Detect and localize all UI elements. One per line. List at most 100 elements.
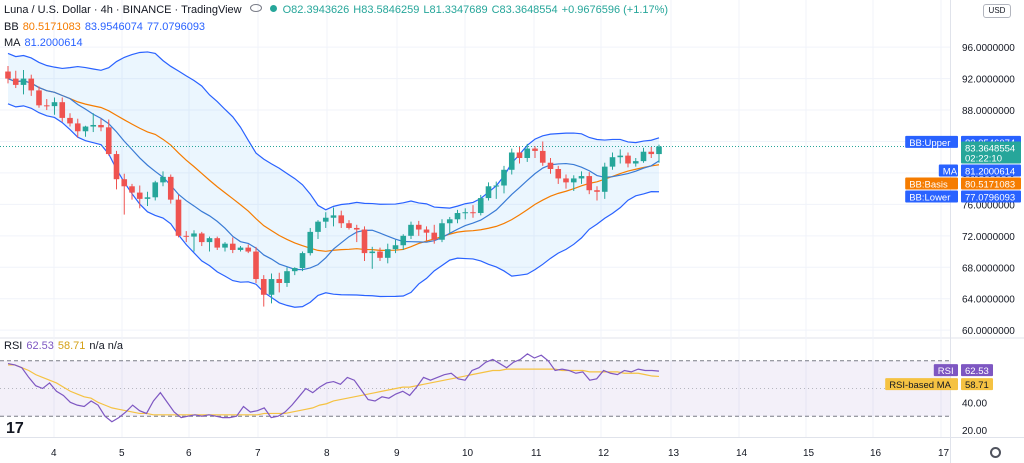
candle-body xyxy=(222,243,228,248)
candle-body xyxy=(632,161,639,164)
time-tick-label: 9 xyxy=(394,448,400,459)
rsi-indicator-tag xyxy=(885,378,958,391)
time-tick-label: 14 xyxy=(736,448,748,459)
symbol-title[interactable]: Luna / U.S. Dollar · 4h · BINANCE · Trad… xyxy=(4,4,242,16)
price-axis-badge-value: 81.2000614 xyxy=(965,166,1015,177)
candle-body xyxy=(284,271,290,283)
candle-body xyxy=(408,224,414,236)
candle-body xyxy=(454,213,461,220)
candle-body xyxy=(547,162,554,169)
candle-body xyxy=(136,192,143,199)
ohlc-change: +0.9676596 (+1.17%) xyxy=(561,4,669,16)
indicator-tag xyxy=(938,164,958,177)
price-axis-badge xyxy=(961,177,1021,190)
candle-body xyxy=(524,148,531,158)
bb-basis-line xyxy=(7,78,660,252)
time-tick-label: 16 xyxy=(870,448,882,459)
rsi-line xyxy=(7,353,660,423)
price-tick-label: 88.0000000 xyxy=(962,106,1015,117)
indicator-tag-label: BB:Upper xyxy=(909,138,950,149)
price-axis-badge-value: 83.3648554 xyxy=(965,143,1015,154)
time-tick-label: 17 xyxy=(938,448,950,459)
candle-body xyxy=(485,186,492,199)
candle-body xyxy=(167,176,174,200)
ma-legend-label: MA xyxy=(4,37,21,49)
price-tick-label: 76.0000000 xyxy=(962,200,1015,211)
ma-legend[interactable]: MA 81.2000614 xyxy=(4,35,87,51)
indicator-tag-label: BB:Lower xyxy=(909,192,950,203)
candle-body xyxy=(20,78,27,85)
price-axis-badge xyxy=(961,190,1021,203)
candle-body xyxy=(493,185,500,187)
candle-body xyxy=(175,199,182,236)
bb-upper-line xyxy=(7,51,660,211)
candle-body xyxy=(415,224,422,230)
ohlc-low: L81.3347689 xyxy=(423,4,488,16)
indicator-tag-label: MA xyxy=(943,166,958,177)
rsi-axis-badge xyxy=(961,364,993,377)
candle-body xyxy=(656,146,662,155)
candle-body xyxy=(121,179,128,187)
candle-body xyxy=(508,152,515,170)
countdown-label: 02:22:10 xyxy=(965,153,1002,164)
candle-body xyxy=(105,127,112,155)
candle-body xyxy=(578,176,585,179)
candle-body xyxy=(400,235,407,246)
indicator-tag xyxy=(905,135,958,148)
rsi-legend[interactable]: RSI 62.53 58.71 n/a n/a xyxy=(4,338,127,354)
candle-body xyxy=(160,176,166,183)
candle-body xyxy=(392,245,399,250)
candle-body xyxy=(369,251,376,254)
rsi-tick-label: 20.00 xyxy=(962,426,987,437)
settings-gear-icon[interactable] xyxy=(990,447,1001,458)
candle-body xyxy=(477,198,484,214)
ohlc-high: H83.5846259 xyxy=(353,4,420,16)
price-tick-label: 64.0000000 xyxy=(962,295,1015,306)
candle-body xyxy=(268,279,275,295)
candle-body xyxy=(625,155,631,164)
candle-body xyxy=(82,126,89,132)
candle-body xyxy=(570,178,577,183)
candle-body xyxy=(253,251,259,280)
visibility-eye-icon[interactable] xyxy=(249,4,262,12)
candle-body xyxy=(67,117,73,124)
price-axis-badge-value: 77.0796093 xyxy=(965,192,1015,203)
chart-header: Luna / U.S. Dollar · 4h · BINANCE · Trad… xyxy=(4,2,672,18)
currency-selector[interactable]: USD xyxy=(983,4,1011,18)
bb-legend[interactable]: BB 80.5171083 83.9546074 77.0796093 xyxy=(4,19,209,35)
candle-body xyxy=(183,235,190,237)
time-tick-label: 10 xyxy=(462,448,474,459)
candle-body xyxy=(462,212,469,214)
rsi-axis-badge-value: 62.53 xyxy=(965,366,989,377)
time-tick-label: 15 xyxy=(803,448,815,459)
price-tick-label: 68.0000000 xyxy=(962,263,1015,274)
rsi-legend-extra: n/a n/a xyxy=(89,340,124,352)
candle-body xyxy=(330,215,337,218)
candle-body xyxy=(594,190,600,192)
indicator-tag-label: BB:Basis xyxy=(909,179,948,190)
price-axis-badge-value: 80.5171083 xyxy=(965,179,1015,190)
candle-body xyxy=(245,247,252,252)
candle-body xyxy=(191,233,197,237)
candle-body xyxy=(555,169,562,179)
candle-body xyxy=(338,215,345,224)
candle-body xyxy=(431,232,438,240)
candle-body xyxy=(648,151,655,155)
candle-body xyxy=(470,212,476,214)
candle-body xyxy=(51,102,58,107)
candle-body xyxy=(322,217,329,222)
rsi-axis-badge-value: 58.71 xyxy=(965,380,989,391)
candle-body xyxy=(237,247,244,250)
candle-body xyxy=(59,102,66,118)
bb-basis-value: 80.5171083 xyxy=(22,21,81,33)
price-axis-badge xyxy=(961,141,1021,164)
time-tick-label: 8 xyxy=(324,448,330,459)
rsi-ma-legend-value: 58.71 xyxy=(57,340,86,352)
candle-body xyxy=(586,176,593,191)
candle-body xyxy=(291,268,298,272)
ohlc-close: C83.3648554 xyxy=(491,4,558,16)
candle-body xyxy=(198,233,205,243)
candle-body xyxy=(539,150,546,163)
